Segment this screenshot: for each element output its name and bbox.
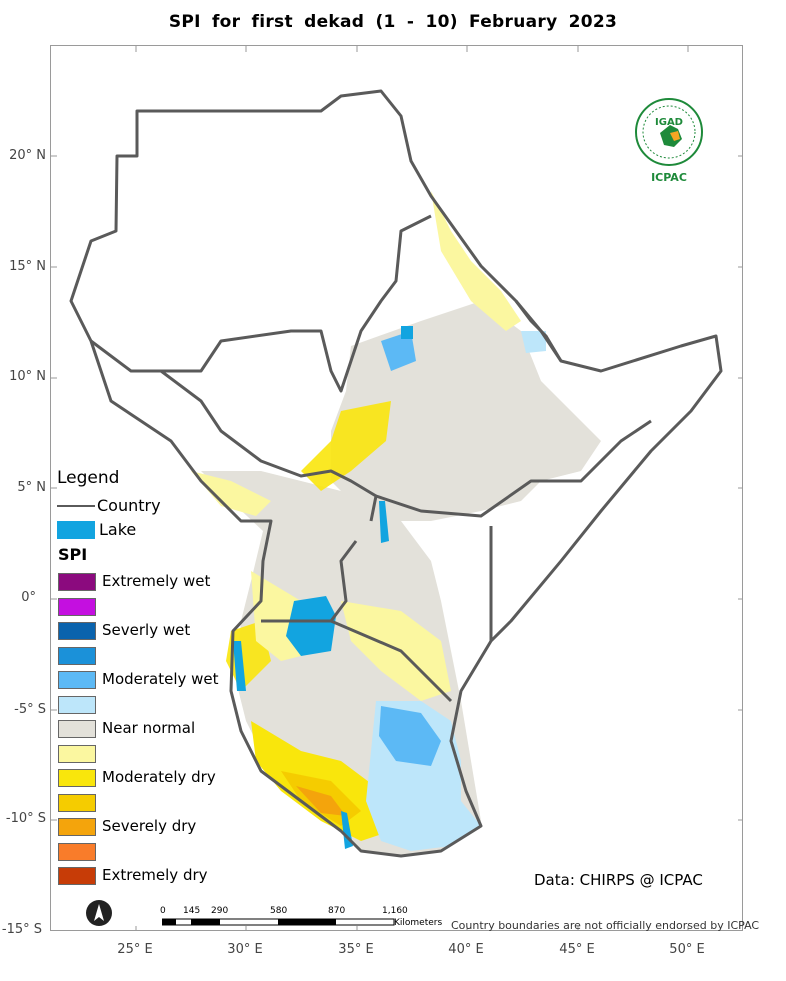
lat-label-20n: 20° N	[9, 148, 46, 163]
spi-label: Severly wet	[102, 621, 191, 639]
spi-swatch	[58, 793, 96, 812]
data-credit: Data: CHIRPS @ ICPAC	[534, 871, 703, 889]
scale-tick: 145	[183, 906, 201, 916]
map-canvas	[51, 46, 742, 930]
lake-tanganyika	[233, 641, 246, 691]
spi-swatch	[58, 573, 96, 591]
spi-swatch	[58, 867, 96, 885]
spi-swatch	[58, 597, 96, 616]
lon-label-40e: 40° E	[448, 942, 484, 957]
country-line-icon	[57, 504, 95, 507]
igad-emblem-icon: IGAD ICPAC	[635, 98, 703, 184]
legend-title: Legend	[57, 468, 119, 488]
igad-icpac-logo: IGAD ICPAC	[630, 95, 708, 185]
lake-victoria	[286, 596, 336, 656]
lon-label-30e: 30° E	[227, 942, 263, 957]
disclaimer: Country boundaries are not officially en…	[451, 919, 760, 932]
scale-tick: 580	[270, 906, 288, 916]
spi-legend-title: SPI	[58, 545, 88, 564]
spi-label: Moderately wet	[102, 670, 219, 688]
lat-label-5n: 5° N	[17, 480, 46, 495]
legend-country: Country	[57, 496, 161, 515]
scale-bar-graphic	[162, 918, 395, 926]
country-boundaries	[69, 89, 723, 858]
scale-tick: 290	[211, 906, 229, 916]
scale-tick: 870	[328, 906, 346, 916]
dry-areas	[191, 191, 521, 841]
map-frame	[50, 45, 743, 931]
scale-tick: 0	[160, 906, 166, 916]
lat-label-0: 0°	[21, 590, 36, 605]
lat-label-15s: -15° S	[1, 922, 42, 937]
lake-turkana	[379, 501, 389, 543]
scale-units: Kilometers	[394, 918, 443, 928]
lat-label-5s: -5° S	[14, 702, 46, 717]
outer-boundary	[69, 89, 723, 858]
logo-igad-text: IGAD	[655, 117, 683, 128]
lat-label-10s: -10° S	[5, 811, 46, 826]
lat-label-10n: 10° N	[9, 369, 46, 384]
south-sudan-border	[160, 369, 378, 522]
spi-swatch	[58, 842, 96, 861]
map-title: SPI for first dekad (1 - 10) February 20…	[168, 12, 618, 32]
axis-ticks	[51, 46, 742, 930]
spi-swatch	[58, 671, 96, 689]
spi-swatch	[58, 720, 96, 738]
spi-label: Near normal	[102, 719, 196, 737]
legend-title-text: Legend	[57, 468, 120, 488]
north-arrow-icon	[86, 900, 112, 926]
lon-label-25e: 25° E	[117, 942, 153, 957]
spi-label: Extremely dry	[102, 866, 208, 884]
ethiopia-border	[375, 419, 652, 518]
lake-swatch-icon	[57, 520, 95, 539]
kenya-tanzania-border	[330, 619, 453, 703]
logo-icpac-text: ICPAC	[651, 171, 687, 184]
scale-tick: 1,160	[382, 906, 408, 916]
spi-swatch	[58, 744, 96, 763]
uganda-border	[261, 540, 358, 623]
legend-lake: Lake	[57, 520, 136, 539]
spi-swatch	[58, 695, 96, 714]
spi-label: Moderately dry	[102, 768, 216, 786]
djibouti-eritrea-border	[514, 300, 563, 362]
spi-swatch	[58, 646, 96, 665]
lon-label-35e: 35° E	[338, 942, 374, 957]
spi-swatch	[58, 622, 96, 640]
lon-label-45e: 45° E	[559, 942, 595, 957]
lake-tana	[401, 326, 413, 339]
spi-label: Extremely wet	[102, 572, 211, 590]
spi-swatch	[58, 818, 96, 836]
legend-country-label: Country	[97, 496, 161, 515]
sudan-south-border	[90, 214, 432, 393]
lat-label-15n: 15° N	[9, 259, 46, 274]
spi-swatch	[58, 769, 96, 787]
lon-label-50e: 50° E	[669, 942, 705, 957]
spi-label: Severely dry	[102, 817, 197, 835]
legend-lake-label: Lake	[99, 520, 137, 539]
